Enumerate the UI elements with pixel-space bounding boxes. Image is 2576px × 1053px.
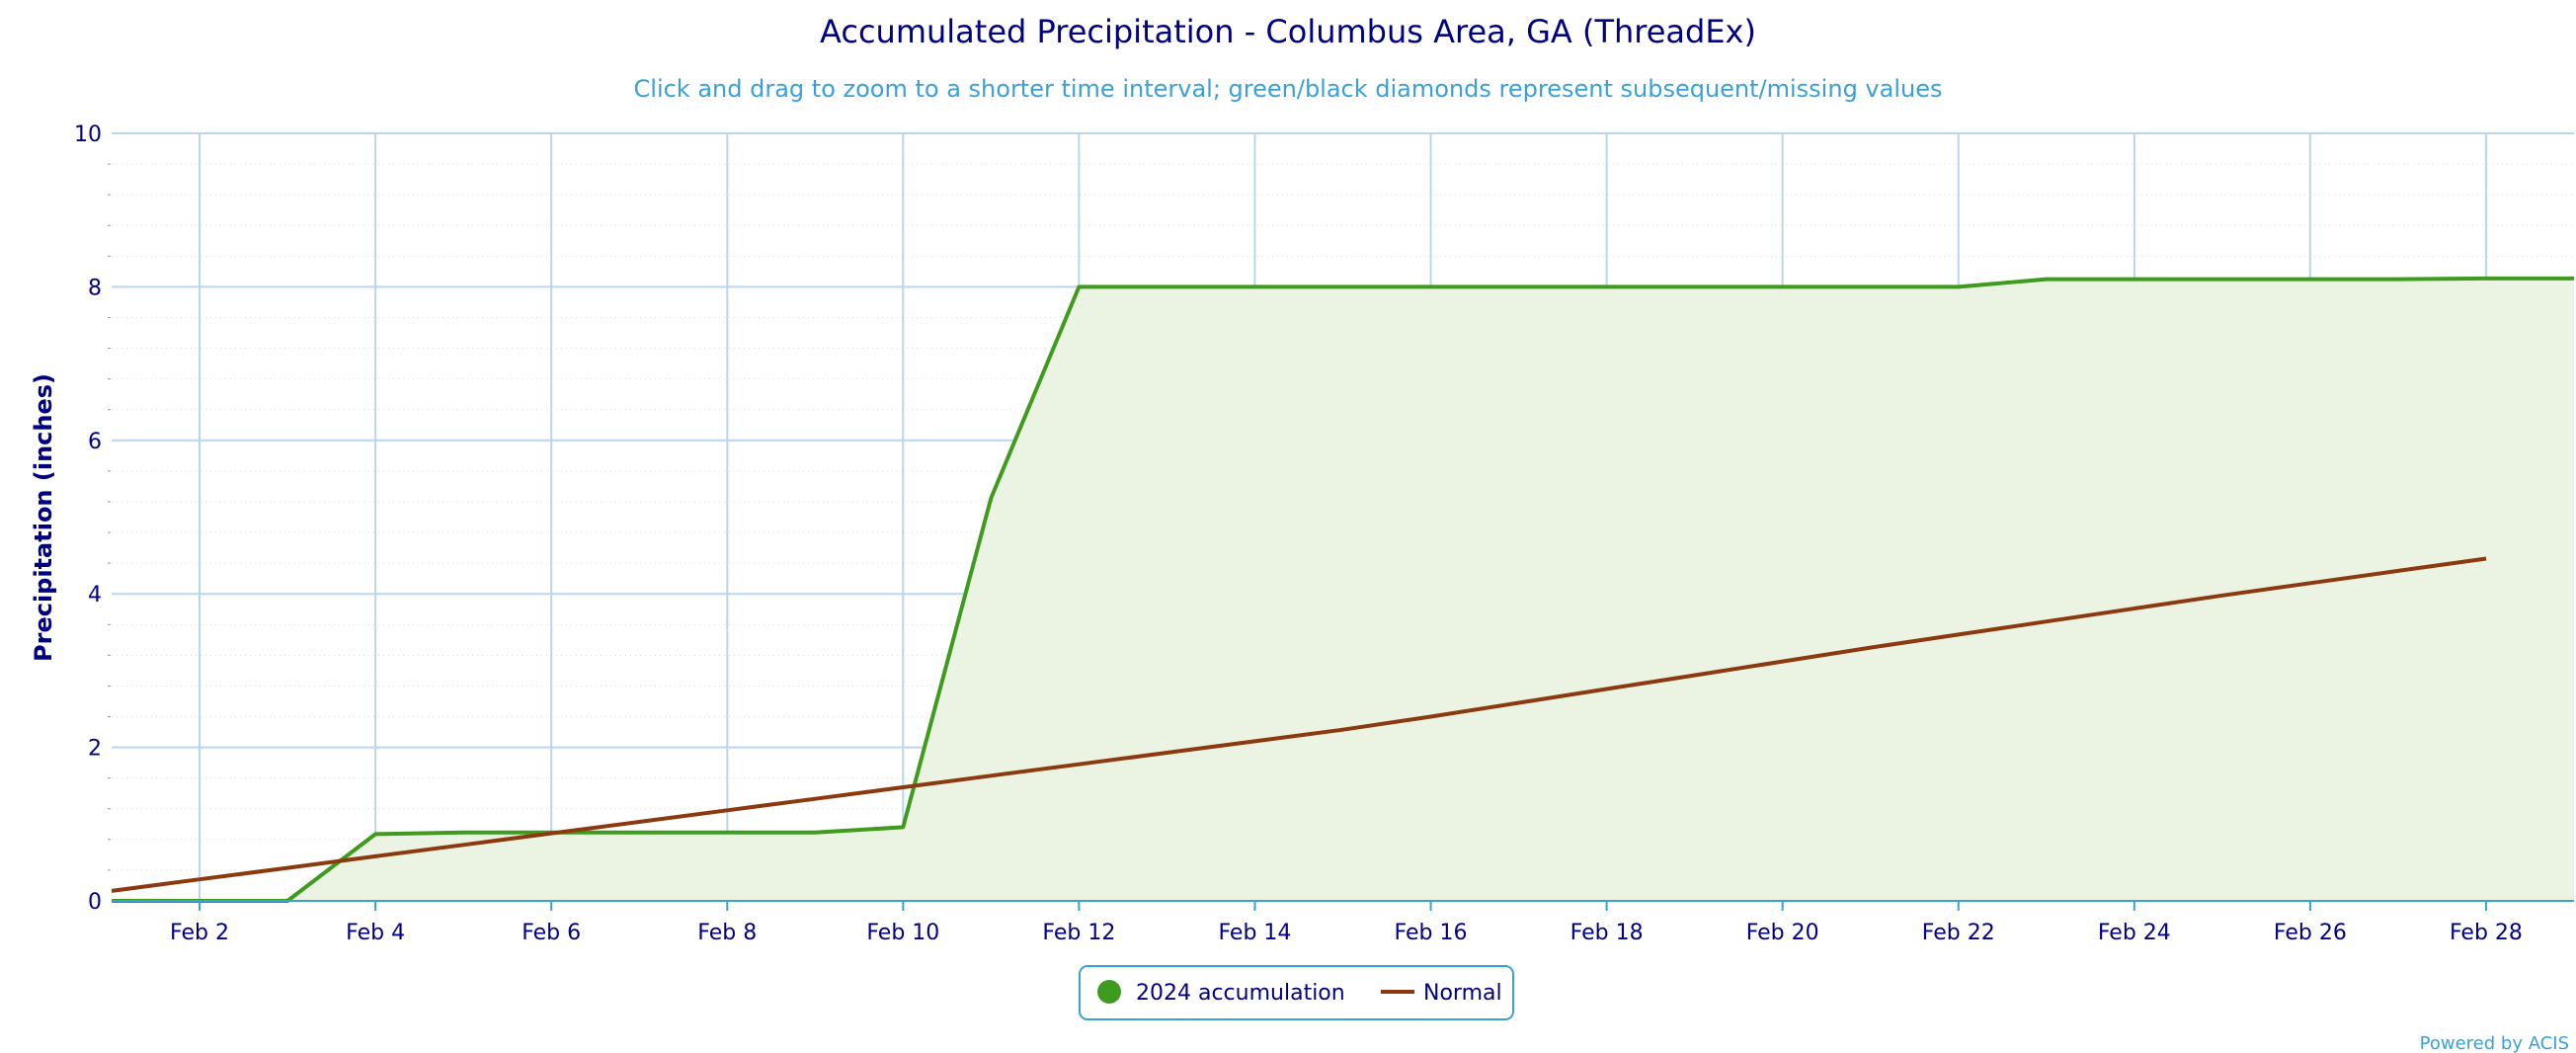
x-tick-label: Feb 12 bbox=[1042, 921, 1115, 945]
x-tick-label: Feb 6 bbox=[522, 921, 581, 945]
chart-subtitle: Click and drag to zoom to a shorter time… bbox=[634, 75, 1943, 103]
x-tick-label: Feb 16 bbox=[1395, 921, 1468, 945]
legend-item-accumulation[interactable]: 2024 accumulation bbox=[1097, 980, 1345, 1006]
legend-item-normal[interactable]: Normal bbox=[1381, 981, 1502, 1006]
legend[interactable]: 2024 accumulation Normal bbox=[1079, 965, 1514, 1020]
x-tick-label: Feb 28 bbox=[2450, 921, 2523, 945]
y-tick-label: 4 bbox=[88, 583, 102, 608]
axes bbox=[112, 900, 2574, 911]
chart-title: Accumulated Precipitation - Columbus Are… bbox=[820, 13, 1756, 50]
x-tick-label: Feb 10 bbox=[866, 921, 939, 945]
y-axis-ticks: 0 2 4 6 8 10 bbox=[74, 122, 102, 915]
y-tick-label: 10 bbox=[74, 122, 102, 147]
series-area-0 bbox=[112, 278, 2574, 901]
legend-box bbox=[1079, 965, 1514, 1020]
x-tick-label: Feb 14 bbox=[1218, 921, 1291, 945]
x-tick-label: Feb 4 bbox=[346, 921, 405, 945]
y-tick-label: 8 bbox=[88, 276, 102, 300]
x-axis-ticks: Feb 2 Feb 4 Feb 6 Feb 8 Feb 10 Feb 12 Feb 14 Fe… bbox=[170, 921, 2523, 945]
x-tick-label: Feb 22 bbox=[1922, 921, 1995, 945]
series-line-0 bbox=[112, 276, 2574, 903]
minor-gridlines bbox=[108, 163, 2574, 871]
series-line-1 bbox=[111, 556, 2487, 893]
x-tick-label: Feb 2 bbox=[170, 921, 229, 945]
x-tick-label: Feb 8 bbox=[697, 921, 757, 945]
y-axis-label: Precipitation (inches) bbox=[30, 373, 57, 662]
credit-link[interactable]: Powered by ACIS bbox=[2420, 1033, 2569, 1053]
legend-label-accumulation: 2024 accumulation bbox=[1136, 981, 1345, 1006]
y-tick-label: 2 bbox=[88, 737, 102, 762]
accumulation-area-layer bbox=[112, 278, 2574, 901]
legend-marker-accumulation bbox=[1097, 980, 1121, 1004]
y-tick-label: 6 bbox=[88, 430, 102, 454]
y-tick-label: 0 bbox=[88, 890, 102, 915]
x-tick-label: Feb 18 bbox=[1570, 921, 1644, 945]
series-layer bbox=[111, 276, 2574, 903]
legend-label-normal: Normal bbox=[1423, 981, 1502, 1006]
x-tick-label: Feb 20 bbox=[1746, 921, 1819, 945]
x-tick-label: Feb 26 bbox=[2274, 921, 2347, 945]
x-tick-label: Feb 24 bbox=[2098, 921, 2171, 945]
